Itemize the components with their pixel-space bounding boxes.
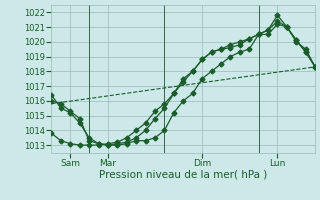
X-axis label: Pression niveau de la mer( hPa ): Pression niveau de la mer( hPa ) bbox=[99, 169, 268, 179]
